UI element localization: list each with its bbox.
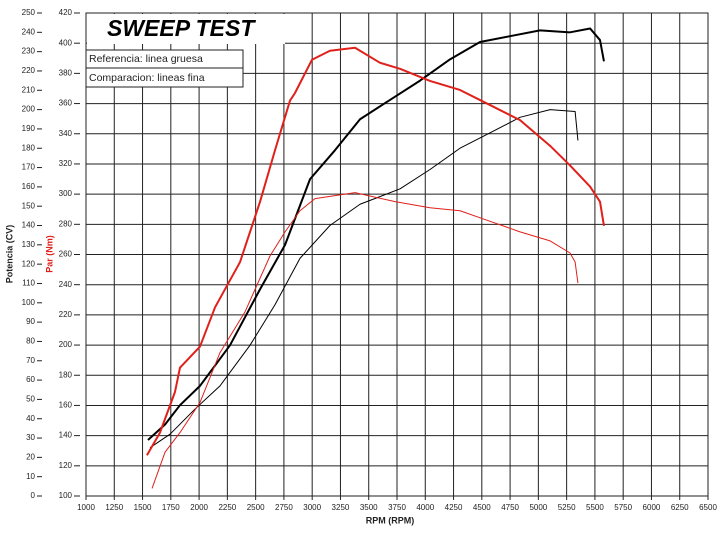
grid — [85, 12, 709, 497]
y2-tick-label: 360 — [59, 99, 73, 108]
y-tick-label: 220 — [22, 66, 36, 75]
chart-title: SWEEP TEST — [107, 15, 256, 41]
y2-tick-label: 240 — [59, 280, 73, 289]
y-tick-label: 90 — [26, 317, 35, 326]
data-line — [147, 27, 605, 441]
x-tick-label: 4250 — [445, 503, 463, 512]
legend-box — [85, 67, 244, 88]
y-tick-label: 190 — [22, 124, 36, 133]
x-tick-label: 6500 — [699, 503, 717, 512]
x-tick-label: 2750 — [275, 503, 293, 512]
y-tick-label: 210 — [22, 85, 36, 94]
y-tick-label: 160 — [22, 182, 36, 191]
y2-tick-label: 280 — [59, 219, 73, 228]
x-tick-label: 5750 — [614, 503, 632, 512]
data-line — [149, 109, 579, 449]
annotation: Referencia: linea gruesa — [89, 53, 203, 65]
x-tick-label: 1750 — [162, 503, 180, 512]
x-tick-label: 1000 — [77, 503, 95, 512]
y-tick-label: 70 — [26, 356, 35, 365]
y-tick-label: 170 — [22, 163, 36, 172]
x-tick-label: 4500 — [473, 503, 491, 512]
y2-tick-label: 120 — [59, 461, 73, 470]
y-tick-label: 100 — [22, 298, 36, 307]
annotation: Comparacion: lineas fina — [89, 72, 205, 84]
y2-tick-label: 340 — [59, 129, 73, 138]
y2-tick-label: 180 — [59, 370, 73, 379]
y-tick-label: 130 — [22, 240, 36, 249]
y2-tick-label: 220 — [59, 310, 73, 319]
x-tick-label: 3250 — [332, 503, 350, 512]
y-tick-label: 150 — [22, 201, 36, 210]
y-tick-label: 40 — [26, 414, 35, 423]
y2-tick-label: 420 — [59, 8, 73, 17]
y-tick-label: 80 — [26, 337, 35, 346]
y-tick-label: 110 — [22, 279, 35, 288]
y-tick-label: 10 — [26, 472, 35, 481]
y-tick-label: 20 — [26, 452, 35, 461]
x-tick-label: 1250 — [105, 503, 123, 512]
y-tick-label: 200 — [22, 105, 36, 114]
y-tick-label: 230 — [22, 47, 36, 56]
x-tick-label: 5250 — [558, 503, 576, 512]
x-tick-label: 6250 — [671, 503, 689, 512]
x-tick-label: 1500 — [134, 503, 152, 512]
x-tick-label: 2000 — [190, 503, 208, 512]
y2-tick-label: 200 — [59, 340, 73, 349]
x-tick-label: 2250 — [218, 503, 236, 512]
y2-tick-label: 400 — [59, 38, 73, 47]
x-axis-label: RPM (RPM) — [366, 515, 415, 525]
title-box — [87, 14, 285, 44]
y-tick-label: 120 — [22, 259, 36, 268]
data-line — [151, 192, 579, 489]
y-tick-label: 60 — [26, 375, 35, 384]
y-tick-label: 140 — [22, 221, 36, 230]
y2-tick-label: 160 — [59, 401, 73, 410]
y-tick-label: 0 — [31, 491, 36, 500]
y2-tick-label: 380 — [59, 68, 73, 77]
x-tick-label: 5000 — [529, 503, 547, 512]
y-tick-label: 50 — [26, 395, 35, 404]
x-tick-label: 4750 — [501, 503, 519, 512]
y-axis-label: Potencia (CV) — [4, 225, 14, 284]
x-tick-label: 6000 — [643, 503, 661, 512]
y2-tick-label: 300 — [59, 189, 73, 198]
y-tick-label: 30 — [26, 433, 35, 442]
x-tick-label: 3750 — [388, 503, 406, 512]
y2-tick-label: 140 — [59, 431, 73, 440]
y2-tick-label: 320 — [59, 159, 73, 168]
x-tick-label: 3500 — [360, 503, 378, 512]
x-tick-label: 5500 — [586, 503, 604, 512]
data-line — [146, 46, 605, 456]
y2-tick-label: 260 — [59, 250, 73, 259]
lines — [146, 27, 605, 489]
y-tick-label: 250 — [22, 8, 36, 17]
y2-axis-label: Par (Nm) — [44, 235, 54, 273]
x-tick-label: 3000 — [303, 503, 321, 512]
x-tick-label: 2500 — [247, 503, 265, 512]
y-tick-label: 180 — [22, 143, 36, 152]
y2-tick-label: 100 — [59, 491, 73, 500]
y-tick-label: 240 — [22, 27, 36, 36]
x-tick-label: 4000 — [416, 503, 434, 512]
